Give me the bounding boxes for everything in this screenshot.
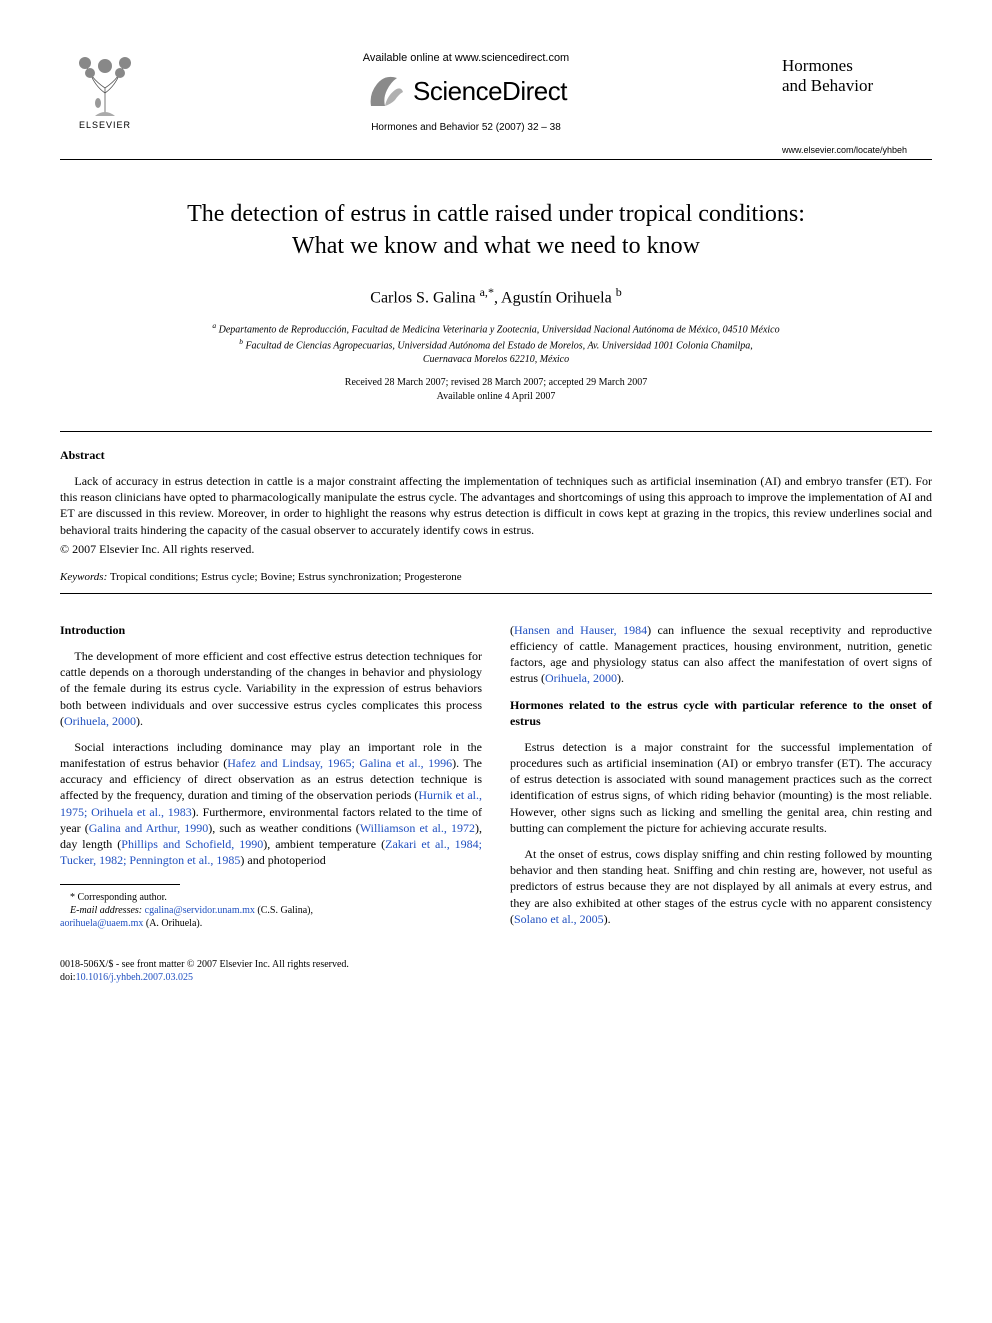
journal-url: www.elsevier.com/locate/yhbeh (782, 145, 932, 155)
citation-line: Hormones and Behavior 52 (2007) 32 – 38 (150, 122, 782, 133)
title-line1: The detection of estrus in cattle raised… (187, 201, 805, 227)
ref-phillips-schofield[interactable]: Phillips and Schofield, 1990 (121, 837, 263, 851)
email-galina[interactable]: cgalina@servidor.unam.mx (145, 905, 255, 916)
keywords-line: Keywords: Tropical conditions; Estrus cy… (60, 571, 932, 583)
email-orihuela-who: (A. Orihuela). (143, 918, 202, 929)
author1-affil-sup: a, (480, 285, 488, 299)
journal-name: Hormones and Behavior (782, 56, 932, 97)
dates-online: Available online 4 April 2007 (437, 391, 556, 402)
abstract-top-rule (60, 431, 932, 432)
header-rule (60, 159, 932, 160)
doi-link[interactable]: 10.1016/j.yhbeh.2007.03.025 (76, 972, 194, 983)
affil-b-line1: Facultad de Ciencias Agropecuarias, Univ… (243, 340, 753, 351)
publisher-label: ELSEVIER (79, 120, 131, 130)
hormones-para-2: At the onset of estrus, cows display sni… (510, 846, 932, 927)
article-dates: Received 28 March 2007; revised 28 March… (60, 376, 932, 403)
affil-b-line2: Cuernavaca Morelos 62210, México (423, 354, 569, 365)
journal-block: Hormones and Behavior www.elsevier.com/l… (782, 48, 932, 155)
email-label: E-mail addresses: (70, 905, 142, 916)
intro-para-1: The development of more efficient and co… (60, 648, 482, 729)
footnote-block: * Corresponding author. E-mail addresses… (60, 884, 482, 930)
journal-name-line2: and Behavior (782, 76, 873, 95)
p2-text-d: ), such as weather conditions ( (208, 821, 360, 835)
intro-para-2: Social interactions including dominance … (60, 739, 482, 869)
ref-solano-2005[interactable]: Solano et al., 2005 (514, 912, 604, 926)
sciencedirect-wordmark: ScienceDirect (413, 76, 567, 107)
footnote-rule (60, 884, 180, 885)
affiliations: a Departamento de Reproducción, Facultad… (60, 321, 932, 366)
email-note: E-mail addresses: cgalina@servidor.unam.… (60, 904, 482, 930)
affil-a: Departamento de Reproducción, Facultad d… (216, 324, 779, 335)
email-orihuela[interactable]: aorihuela@uaem.mx (60, 918, 143, 929)
sciencedirect-icon (365, 70, 407, 112)
ref-galina-arthur[interactable]: Galina and Arthur, 1990 (89, 821, 209, 835)
ref-orihuela-2000-a[interactable]: Orihuela, 2000 (64, 714, 136, 728)
section-hormones-heading: Hormones related to the estrus cycle wit… (510, 697, 932, 729)
p4-text-b: ). (604, 912, 611, 926)
doi-label: doi: (60, 972, 76, 983)
doi-line: doi:10.1016/j.yhbeh.2007.03.025 (60, 971, 932, 984)
body-columns: Introduction The development of more eff… (60, 622, 932, 934)
email-galina-who: (C.S. Galina), (255, 905, 313, 916)
author1-name: Carlos S. Galina (370, 289, 479, 306)
author2-affil-sup: b (616, 285, 622, 299)
p1-text-b: ). (136, 714, 143, 728)
hormones-para-1: Estrus detection is a major constraint f… (510, 739, 932, 836)
ref-williamson[interactable]: Williamson et al., 1972 (360, 821, 475, 835)
ref-hansen-hauser[interactable]: Hansen and Hauser, 1984 (514, 623, 647, 637)
dates-received: Received 28 March 2007; revised 28 March… (345, 377, 647, 388)
elsevier-tree-icon (70, 48, 140, 118)
p2top-text-c: ). (617, 671, 624, 685)
ref-hafez-galina[interactable]: Hafez and Lindsay, 1965; Galina et al., … (227, 756, 452, 770)
abstract-bottom-rule (60, 593, 932, 594)
keywords-label: Keywords: (60, 571, 107, 583)
authors: Carlos S. Galina a,*, Agustín Orihuela b (60, 285, 932, 307)
page-header: ELSEVIER Available online at www.science… (60, 48, 932, 155)
publisher-logo-block: ELSEVIER (60, 48, 150, 130)
title-line2: What we know and what we need to know (292, 233, 700, 259)
available-online-text: Available online at www.sciencedirect.co… (150, 52, 782, 64)
p2-text-g: ) and photoperiod (240, 853, 325, 867)
abstract-body: Lack of accuracy in estrus detection in … (60, 473, 932, 538)
abstract-heading: Abstract (60, 448, 932, 463)
copyright-line: © 2007 Elsevier Inc. All rights reserved… (60, 542, 932, 557)
p2-text-f: ), ambient temperature ( (263, 837, 385, 851)
bottom-info: 0018-506X/$ - see front matter © 2007 El… (60, 958, 932, 984)
journal-name-line1: Hormones (782, 56, 853, 75)
issn-line: 0018-506X/$ - see front matter © 2007 El… (60, 958, 932, 971)
author2-name: , Agustín Orihuela (494, 289, 616, 306)
article-title: The detection of estrus in cattle raised… (60, 198, 932, 263)
ref-orihuela-2000-b[interactable]: Orihuela, 2000 (545, 671, 617, 685)
intro-para-2-continued: (Hansen and Hauser, 1984) can influence … (510, 622, 932, 687)
header-center: Available online at www.sciencedirect.co… (150, 48, 782, 133)
corresponding-author-note: * Corresponding author. (60, 891, 482, 904)
sciencedirect-row: ScienceDirect (150, 70, 782, 112)
keywords-values: Tropical conditions; Estrus cycle; Bovin… (107, 571, 461, 583)
section-introduction-heading: Introduction (60, 622, 482, 638)
